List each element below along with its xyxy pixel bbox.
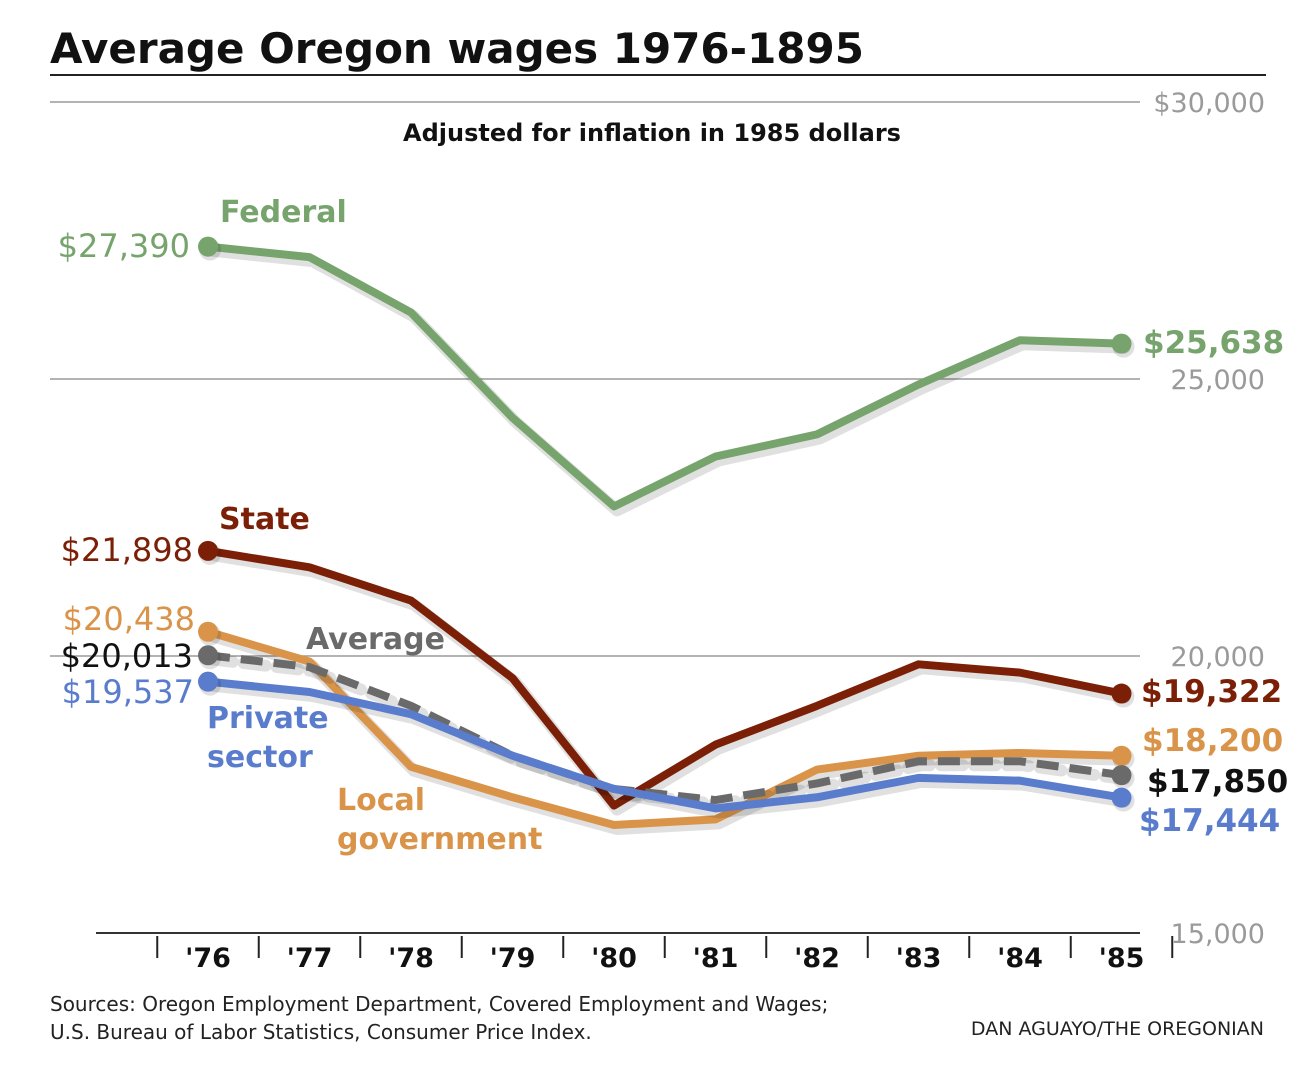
x-tick-label: '82 — [794, 943, 840, 974]
series-start-value: $21,898 — [61, 531, 193, 569]
series-line — [206, 627, 1122, 829]
series-name-label: Local — [337, 783, 425, 818]
x-tick-label: '85 — [1099, 943, 1145, 974]
series-shadow — [205, 244, 1131, 517]
series-start-value: $19,537 — [62, 673, 194, 711]
series-start-value: $20,013 — [61, 637, 193, 675]
series-end-point — [1111, 787, 1132, 808]
x-tick-label: '78 — [388, 943, 434, 974]
x-tick-label: '83 — [896, 943, 942, 974]
x-tick-label: '80 — [591, 943, 637, 974]
series-end-value: $25,638 — [1143, 325, 1284, 361]
series-end-value: $19,322 — [1141, 674, 1282, 710]
chart-title: Average Oregon wages 1976-1895 — [50, 24, 864, 73]
series-name-label: Private — [207, 701, 329, 736]
series-start-point — [198, 645, 218, 666]
series-end-point — [1111, 683, 1132, 704]
x-tick-label: '84 — [997, 943, 1043, 974]
y-tick-label: $30,000 — [1153, 88, 1265, 119]
y-tick-label: 25,000 — [1171, 365, 1265, 396]
series-labels: Federal $27,390 $25,638 State $21,898 $19,322… — [58, 195, 1289, 857]
series-lines — [198, 236, 1135, 835]
series-start-value: $20,438 — [63, 600, 195, 638]
gridlines: $30,000 25,000 20,000 15,000 — [50, 88, 1265, 950]
series-name-label: sector — [207, 740, 313, 775]
sources-line-1: Sources: Oregon Employment Department, C… — [50, 992, 828, 1016]
x-tick-label: '77 — [287, 943, 333, 974]
series-end-value: $17,444 — [1139, 803, 1280, 839]
y-tick-label: 20,000 — [1171, 642, 1265, 673]
series-line — [207, 677, 1123, 813]
series-start-point — [198, 621, 218, 642]
y-tick-label: 15,000 — [1171, 919, 1265, 950]
series-name-label: Average — [306, 622, 445, 657]
series-start-point — [198, 540, 218, 561]
series-line — [207, 651, 1123, 805]
series-start-value: $27,390 — [58, 227, 190, 265]
series-end-point — [1111, 333, 1132, 354]
series-name-label: State — [219, 502, 310, 537]
series-start-point — [198, 671, 218, 692]
x-tick-label: '81 — [693, 943, 739, 974]
series-start-point — [198, 236, 218, 257]
series-end-value: $17,850 — [1147, 764, 1288, 800]
series-line — [207, 546, 1123, 810]
credit: DAN AGUAYO/THE OREGONIAN — [971, 1018, 1264, 1040]
chart-subtitle: Adjusted for inflation in 1985 dollars — [403, 119, 901, 147]
sources-line-2: U.S. Bureau of Labor Statistics, Consume… — [50, 1020, 592, 1044]
series-end-point — [1111, 745, 1132, 766]
series-end-point — [1111, 765, 1132, 786]
x-tick-label: '76 — [185, 943, 231, 974]
series-name-label: government — [337, 822, 542, 857]
series-name-label: Federal — [220, 195, 347, 230]
x-tick-label: '79 — [490, 943, 536, 974]
x-axis: '76 '77 '78 '79 '80 '81 '82 '83 '84 '85 — [156, 936, 1174, 974]
series-line — [207, 242, 1122, 511]
series-end-value: $18,200 — [1142, 723, 1283, 759]
